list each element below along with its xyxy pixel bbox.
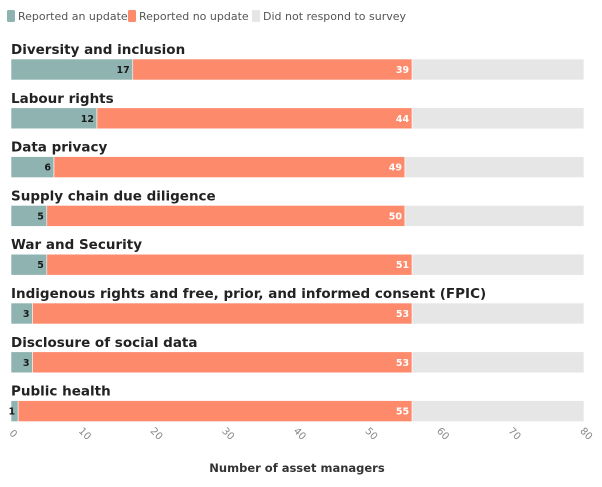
value-label: 5 xyxy=(37,211,44,222)
category-label: Public health xyxy=(11,384,111,400)
value-label: 17 xyxy=(117,65,130,76)
value-label: 44 xyxy=(396,114,410,125)
category-label: Supply chain due diligence xyxy=(11,188,216,204)
value-label: 53 xyxy=(396,309,409,320)
legend-swatch-0 xyxy=(7,10,15,22)
bar-segment-1 xyxy=(132,58,413,81)
x-tick-label: 30 xyxy=(219,426,236,443)
category-label: War and Security xyxy=(11,237,142,253)
bar-segment-2 xyxy=(411,351,585,374)
x-tick-label: 70 xyxy=(506,426,523,443)
category-label: Labour rights xyxy=(11,91,114,107)
category-label: Data privacy xyxy=(11,140,107,156)
x-tick-label: 40 xyxy=(291,426,308,443)
value-label: 53 xyxy=(396,358,409,369)
x-tick-label: 80 xyxy=(577,426,594,443)
bar-segment-2 xyxy=(411,107,585,130)
bar-segment-1 xyxy=(96,107,413,130)
bar-segment-1 xyxy=(32,351,413,374)
x-tick-label: 50 xyxy=(363,426,380,443)
bar-segment-2 xyxy=(404,205,585,227)
value-label: 1 xyxy=(9,407,16,418)
legend: Reported an update Reported no update Did … xyxy=(7,10,407,23)
value-label: 12 xyxy=(81,114,94,125)
value-label: 55 xyxy=(396,407,409,418)
value-label: 5 xyxy=(37,260,44,271)
value-label: 6 xyxy=(44,163,51,174)
legend-label-0: Reported an update xyxy=(18,10,128,23)
value-label: 39 xyxy=(396,65,409,76)
value-label: 51 xyxy=(396,260,409,271)
x-axis-title: Number of asset managers xyxy=(209,461,385,475)
bar-segment-2 xyxy=(404,156,585,178)
value-label: 3 xyxy=(23,358,30,369)
bar-segment-2 xyxy=(411,400,585,422)
bar-segment-2 xyxy=(411,253,585,276)
bar-segment-1 xyxy=(32,302,413,325)
bar-segment-2 xyxy=(411,302,585,325)
value-label: 49 xyxy=(389,163,402,174)
value-label: 50 xyxy=(389,211,403,222)
bar-segment-1 xyxy=(53,156,406,178)
legend-swatch-1 xyxy=(128,10,136,22)
category-label: Diversity and inclusion xyxy=(11,42,185,58)
x-axis: 0 10 20 30 40 50 60 70 80 xyxy=(7,426,595,443)
bar-segment-1 xyxy=(46,253,413,276)
x-tick-label: 10 xyxy=(76,426,93,443)
bar-segment-0 xyxy=(10,58,134,81)
bars: Diversity and inclusion 17 39 Labour rights… xyxy=(9,42,585,422)
value-label: 3 xyxy=(23,309,30,320)
bar-segment-2 xyxy=(411,58,585,81)
category-label: Indigenous rights and free, prior, and i… xyxy=(11,286,486,302)
legend-label-2: Did not respond to survey xyxy=(263,10,407,23)
legend-label-1: Reported no update xyxy=(139,10,249,23)
bar-segment-1 xyxy=(46,205,406,227)
x-tick-label: 0 xyxy=(7,428,19,440)
category-label: Disclosure of social data xyxy=(11,335,198,351)
legend-swatch-2 xyxy=(252,10,260,22)
x-tick-label: 20 xyxy=(148,426,165,443)
bar-segment-1 xyxy=(17,400,413,422)
x-tick-label: 60 xyxy=(434,426,451,443)
